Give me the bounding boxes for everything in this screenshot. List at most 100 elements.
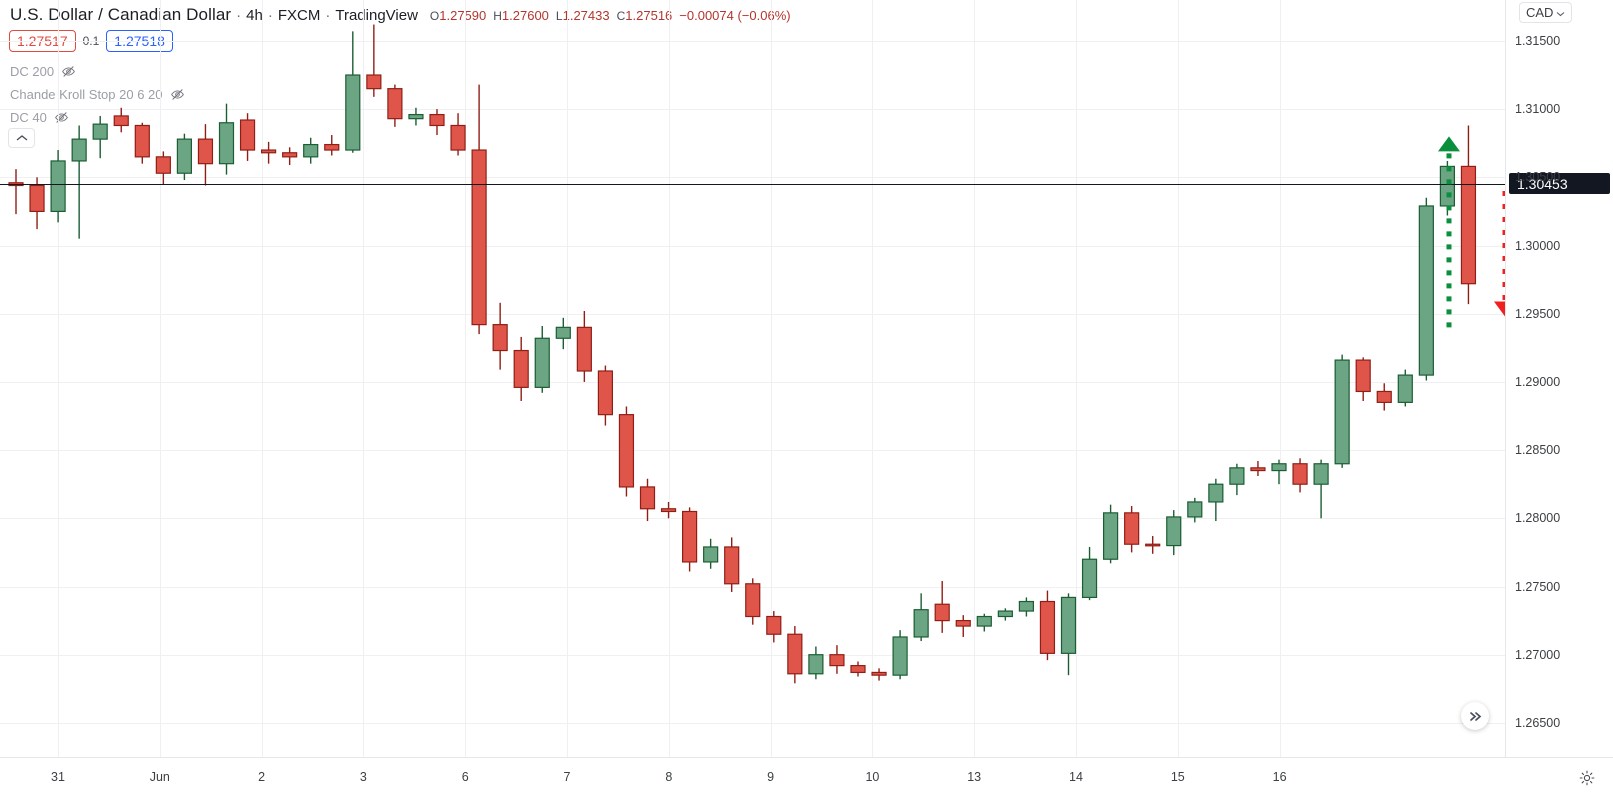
time-axis-tick: 6: [461, 770, 469, 784]
ohlc-close-key: C: [616, 8, 626, 23]
candlestick: [1039, 590, 1056, 661]
candlestick: [1418, 197, 1434, 381]
candlestick: [976, 613, 992, 632]
grid-lines: [0, 0, 1505, 757]
eye-off-icon[interactable]: [61, 64, 76, 79]
grid-line-horizontal: [0, 40, 1505, 42]
candlestick: [1313, 459, 1329, 519]
header-separator-2: ·: [267, 6, 273, 24]
interval-label[interactable]: 4h: [246, 6, 263, 24]
indicator-row-dc200[interactable]: DC 200: [10, 60, 185, 83]
eye-off-icon[interactable]: [170, 87, 185, 102]
candlestick: [324, 135, 340, 156]
symbol-title[interactable]: U.S. Dollar / Canadian Dollar: [10, 5, 232, 24]
time-axis-tick: 10: [865, 770, 880, 784]
candlestick-series: [8, 24, 1477, 684]
time-axis-tick: 31: [51, 770, 65, 784]
gear-icon[interactable]: [1579, 770, 1595, 791]
grid-line-horizontal: [0, 313, 1505, 315]
candlestick: [955, 615, 971, 637]
candlestick: [850, 661, 866, 677]
indicator-label-dc40: DC 40: [10, 110, 47, 125]
candlestick: [618, 406, 635, 497]
candlestick: [513, 336, 529, 402]
chevron-up-icon: [16, 129, 28, 147]
candlestick: [639, 478, 656, 522]
candlestick: [408, 107, 424, 126]
indicator-label-chande-kroll-stop: Chande Kroll Stop 20 6 20: [10, 87, 163, 102]
candlestick: [1460, 125, 1477, 305]
candlestick: [681, 507, 698, 572]
candlestick: [892, 630, 908, 680]
time-axis-tick: 7: [563, 770, 571, 784]
price-axis-tick: 1.27000: [1515, 647, 1561, 662]
grid-line-horizontal: [0, 518, 1505, 520]
last-price-line: [0, 183, 1505, 185]
price-axis[interactable]: CAD 1.30453 1.31500 1.31000 1.30500 1.30000…: [1505, 0, 1613, 757]
candlestick: [387, 84, 403, 127]
candlestick: [282, 147, 298, 166]
candlestick: [1124, 506, 1140, 553]
candlestick: [471, 84, 487, 335]
candlestick: [29, 177, 45, 230]
price-axis-tick: 1.28000: [1515, 511, 1561, 526]
chevron-down-icon: [1556, 5, 1565, 20]
exchange-label[interactable]: FXCM: [277, 6, 321, 24]
time-axis-tick: 13: [967, 770, 982, 784]
currency-selector[interactable]: CAD: [1519, 2, 1573, 23]
expand-panel-button[interactable]: [1461, 702, 1489, 730]
price-axis-tick: 1.31000: [1515, 102, 1561, 117]
ohlc-change: −0.00074 (−0.06%): [679, 7, 791, 23]
candlestick: [155, 151, 171, 185]
candlestick: [50, 150, 66, 223]
price-axis-tick: 1.31500: [1515, 33, 1561, 48]
grid-line-vertical: [465, 0, 467, 757]
candlestick: [1018, 597, 1035, 617]
candlestick: [703, 538, 719, 569]
candlestick: [1334, 354, 1350, 468]
grid-line-horizontal: [0, 109, 1505, 111]
grid-line-vertical: [159, 0, 161, 757]
up-arrow-projection[interactable]: [1438, 136, 1460, 328]
ohlc-high-value: 1.27600: [501, 7, 549, 23]
candlestick: [1060, 593, 1077, 676]
candlestick: [1271, 459, 1287, 485]
ohlc-high: H1.27600: [493, 8, 549, 23]
down-arrow-projection[interactable]: [1494, 190, 1505, 317]
last-price-badge: 1.30453: [1509, 173, 1610, 195]
candlestick: [218, 103, 235, 175]
grid-line-vertical: [1076, 0, 1077, 757]
grid-line-vertical: [261, 0, 263, 757]
ohlc-open-value: 1.27590: [439, 7, 487, 23]
ohlc-open: O1.27590: [430, 8, 486, 23]
grid-line-horizontal: [0, 450, 1505, 452]
candlestick: [176, 133, 192, 181]
projection-arrows[interactable]: [0, 0, 1505, 757]
time-axis[interactable]: 31 Jun 2 3 6 7 8 9 10 13 14 15 16: [0, 757, 1613, 812]
grid-line-vertical: [872, 0, 874, 757]
time-axis-tick: 3: [359, 770, 367, 784]
ohlc-values: O1.27590 H1.27600 L1.27433 C1.27516 −0.0…: [430, 8, 791, 23]
time-axis-tick: 15: [1170, 770, 1185, 784]
chart-plot-area[interactable]: [0, 0, 1505, 757]
candlestick: [724, 537, 740, 592]
candlestick: [808, 646, 824, 680]
price-axis-tick: 1.29500: [1515, 306, 1561, 321]
candlestick: [555, 317, 571, 350]
candlestick: [1166, 510, 1182, 556]
candlestick: [1397, 369, 1413, 407]
candlestick: [113, 107, 129, 133]
candlestick: [345, 31, 361, 153]
candlestick: [1187, 497, 1203, 523]
candlestick: [787, 626, 803, 684]
candlestick: [1145, 536, 1161, 554]
time-axis-tick: Jun: [149, 770, 170, 784]
candlestick: [366, 24, 382, 97]
collapse-legend-button[interactable]: [8, 128, 35, 148]
candlestick: [261, 141, 277, 164]
candlestick: [197, 124, 214, 186]
candlestick: [239, 113, 256, 161]
candlestick: [303, 137, 319, 164]
indicator-row-chande-kroll-stop[interactable]: Chande Kroll Stop 20 6 20: [10, 83, 185, 106]
